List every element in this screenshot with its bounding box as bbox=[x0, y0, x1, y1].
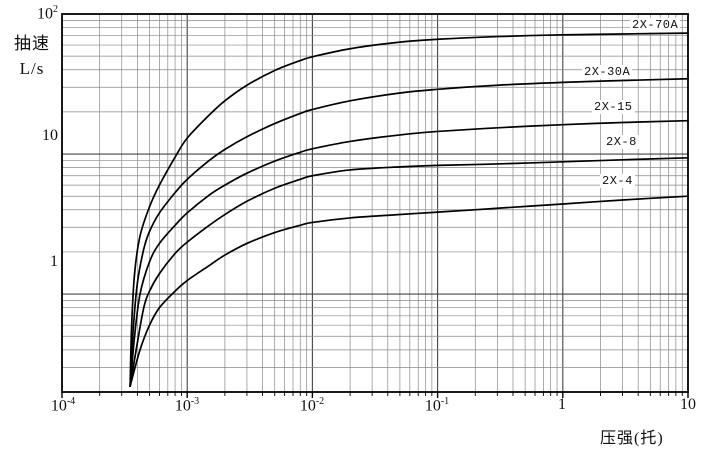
curve-2x-70a bbox=[129, 32, 689, 388]
x-tick-label-1e-3: 10-3 bbox=[174, 396, 200, 415]
x-tick-label-1: 1 bbox=[558, 396, 566, 413]
y-axis-title: 抽速 L/s bbox=[4, 32, 60, 81]
curve-2x-15 bbox=[129, 119, 689, 388]
curve-label-2x-4: 2X-4 bbox=[600, 174, 635, 188]
y-axis-title-line2: L/s bbox=[19, 58, 45, 78]
x-tick-label-1e-2: 10-2 bbox=[299, 396, 325, 415]
x-tick-label-1e-4: 10-4 bbox=[50, 396, 76, 415]
curve-2x-30a bbox=[129, 77, 689, 388]
x-tick-label-10: 10 bbox=[680, 396, 696, 413]
curve-label-2x-70a: 2X-70A bbox=[630, 18, 681, 32]
curve-label-2x-8: 2X-8 bbox=[604, 135, 639, 149]
y-tick-label-100: 102 bbox=[37, 4, 58, 23]
curve-2x-8 bbox=[129, 156, 689, 388]
x-axis-title: 压强(托) bbox=[600, 430, 664, 447]
y-axis-title-line1: 抽速 bbox=[14, 34, 50, 53]
curve-2x-4 bbox=[129, 195, 689, 388]
x-tick-label-1e-1: 10-1 bbox=[424, 396, 450, 415]
curve-label-2x-30a: 2X-30A bbox=[582, 65, 633, 79]
y-tick-label-1: 1 bbox=[50, 253, 58, 270]
y-tick-label-10: 10 bbox=[42, 127, 58, 144]
curve-label-2x-15: 2X-15 bbox=[592, 100, 635, 114]
